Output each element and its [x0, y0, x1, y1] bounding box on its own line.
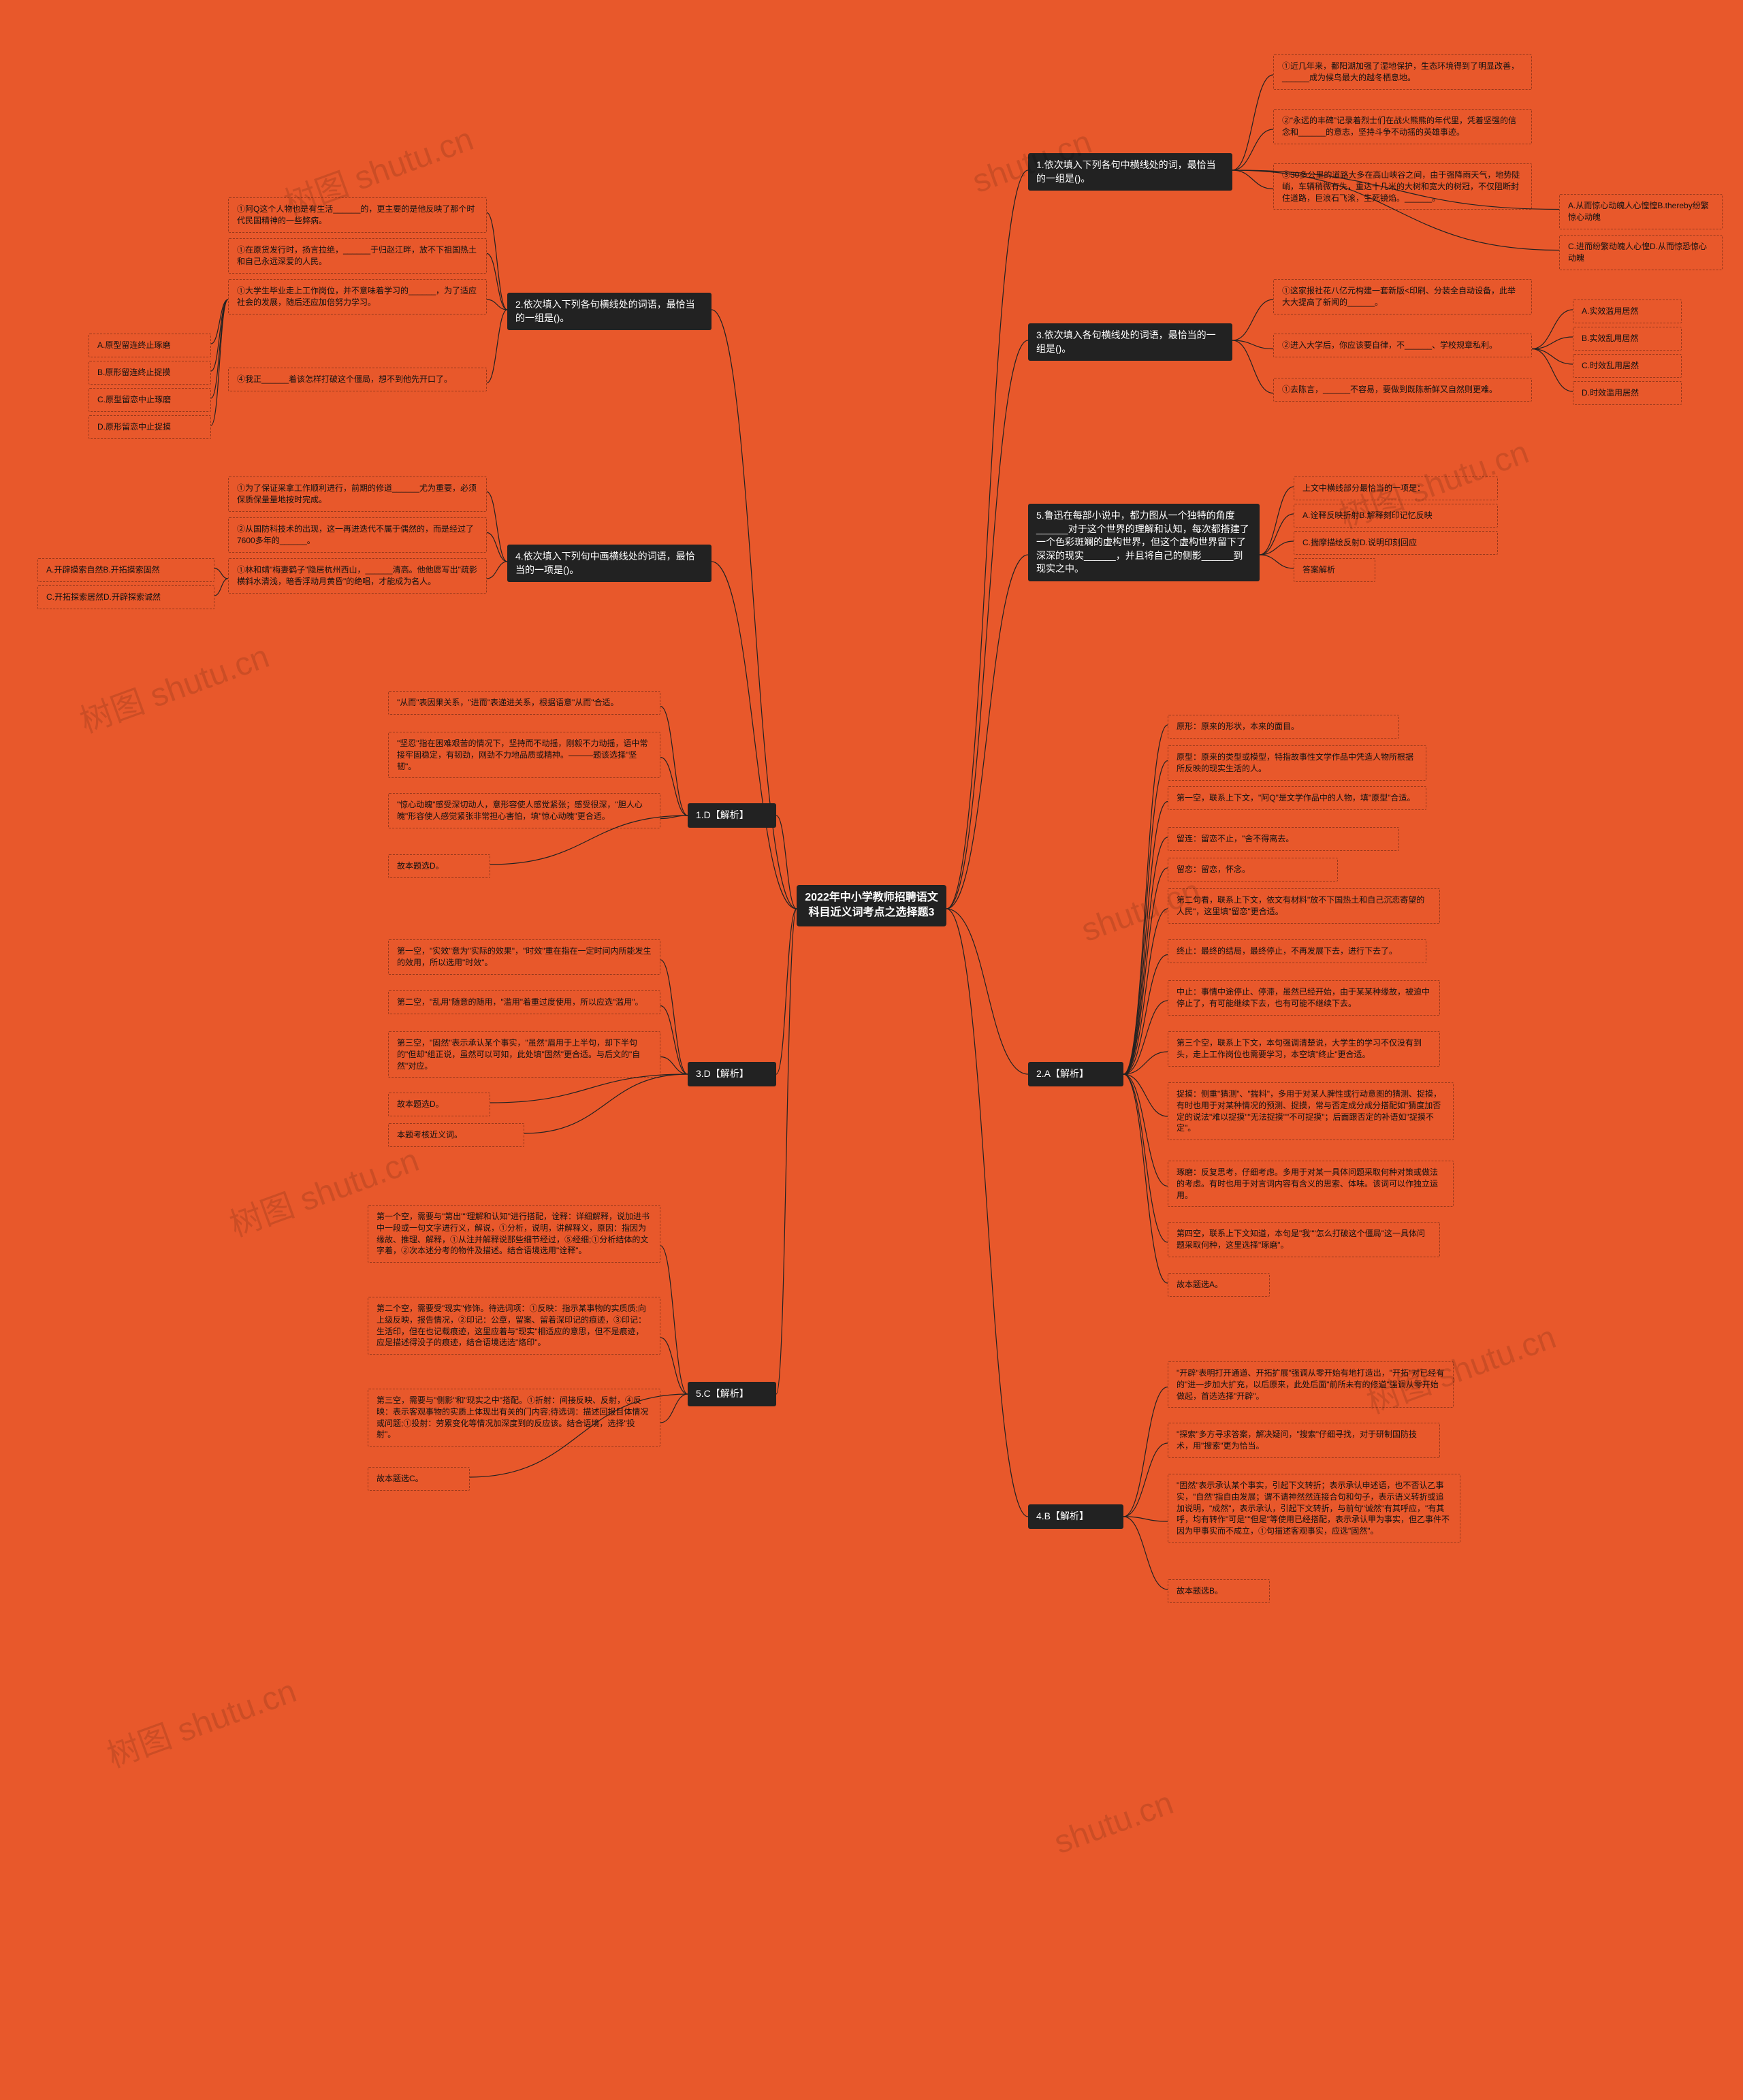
node-l2c3: C.原型留恋中止琢磨 [89, 388, 211, 412]
node-r2a_5: 留恋：留恋，怀念。 [1168, 858, 1338, 882]
node-r3b: ②进入大学后，你应该要自律，不______、学校规章私利。 [1273, 334, 1532, 357]
node-r3a: ①这家报社花八亿元构建一套新版<印刷、分装全自动设备，此举大大提高了新闻的___… [1273, 279, 1532, 314]
node-l5c_2: 第二个空，需要受"现实"修饰。待选词项：①反映：指示某事物的实质质;向上级反映，… [368, 1297, 660, 1355]
node-l2c: ①大学生毕业走上工作岗位，并不意味着学习的______，为了适应社会的发展，随后… [228, 279, 487, 314]
node-l2c2: B.原形留连终止捉摸 [89, 361, 211, 385]
node-r1d2: C.进而纷繁动魄人心惶D.从而惊恐惊心动魄 [1559, 235, 1723, 270]
node-r3b3: C.时效乱用居然 [1573, 354, 1682, 378]
node-r1d1: A.从而惊心动魄人心惶惶B.thereby纷繁惊心动魄 [1559, 194, 1723, 229]
node-l1d_1: "从而"表因果关系，"进而"表递进关系，根据语意"从而"合适。 [388, 691, 660, 715]
node-l1d_4: 故本题选D。 [388, 854, 490, 878]
node-r2a_2: 原型：原来的类型或模型，特指故事性文学作品中凭造人物所根据所反映的现实生活的人。 [1168, 745, 1426, 781]
node-l5c: 5.C【解析】 [688, 1382, 776, 1406]
node-l2d: ④我正______着该怎样打破这个僵局，想不到他先开口了。 [228, 368, 487, 391]
node-r2a_1: 原形：原来的形状，本来的面目。 [1168, 715, 1399, 739]
node-l4c: ①林和靖"梅妻鹤子"隐居杭州西山，______清高。他他愿写出"疏影横斜水清浅，… [228, 558, 487, 594]
node-l5c_1: 第一个空，需要与"第出""理解和认知"进行搭配，诠释：详细解释，说加进书中一段或… [368, 1205, 660, 1263]
node-r3: 3.依次填入各句横线处的词语，最恰当的一组是()。 [1028, 323, 1232, 361]
node-l2: 2.依次填入下列各句横线处的词语，最恰当的一组是()。 [507, 293, 711, 330]
canvas-bg [0, 0, 1743, 2100]
node-l1d: 1.D【解析】 [688, 803, 776, 828]
node-r3b2: B.实效乱用居然 [1573, 327, 1682, 351]
node-l2b: ①在原货发行时，扬言拉绝，______于归赵江畔，放不下祖国热土和自己永远深爱的… [228, 238, 487, 274]
node-l3d_5: 本题考核近义词。 [388, 1123, 524, 1147]
node-l4c2: C.开拓探索居然D.开辟探索诚然 [37, 585, 214, 609]
node-l3d_2: 第二空，"乱用"随意的随用，"滥用"着重过度使用，所以应选"滥用"。 [388, 990, 660, 1014]
node-root: 2022年中小学教师招聘语文科目近义词考点之选择题3 [797, 885, 946, 926]
node-r2a_10: 捉摸：侧重"猜测"、"揣料"，多用于对某人脾性或行动意图的猜测、捉摸，有时也用于… [1168, 1082, 1454, 1140]
node-r5: 5.鲁迅在每部小说中，都力图从一个独特的角度______对于这个世界的理解和认知… [1028, 504, 1260, 581]
node-l4c1: A.开辟摸索自然B.开拓摸索固然 [37, 558, 214, 582]
node-l2c1: A.原型留连终止琢磨 [89, 334, 211, 357]
node-l4a: ①为了保证采拿工作顺利进行，前期的修道______尤为重要，必须保质保量量地按时… [228, 476, 487, 512]
node-r3b1: A.实效滥用居然 [1573, 300, 1682, 323]
node-r2a_12: 第四空，联系上下文知道，本句是"我""怎么打破这个僵局"这一具体问题采取何种，这… [1168, 1222, 1440, 1257]
node-r3b4: D.时效滥用居然 [1573, 381, 1682, 405]
node-r5b: A.诠释反映折射B.解释刻印记忆反映 [1294, 504, 1498, 528]
node-l3d_4: 故本题选D。 [388, 1093, 490, 1116]
node-l4b: ②从国防科技术的出现，这一再进迭代不属于偶然的，而是经过了7600多年的____… [228, 517, 487, 553]
node-l2c4: D.原形留恋中止捉摸 [89, 415, 211, 439]
node-r4b: 4.B【解析】 [1028, 1504, 1123, 1529]
node-r5a: 上文中横线部分最恰当的一项是： [1294, 476, 1498, 500]
node-r2a_3: 第一空，联系上下文，"阿Q"是文学作品中的人物，填"原型"合适。 [1168, 786, 1426, 810]
node-l4: 4.依次填入下列句中画横线处的词语，最恰当的一项是()。 [507, 545, 711, 582]
node-r4b_3: "固然"表示承认某个事实，引起下文转折；表示承认申述语，也不否认乙事实，"自然"… [1168, 1474, 1460, 1543]
node-r2a_9: 第三个空，联系上下文，本句强调清楚说，大学生的学习不仅没有到头，走上工作岗位也需… [1168, 1031, 1440, 1067]
node-r2a_8: 中止：事情中途停止、停滞，虽然已经开始，由于某某种缘故，被迫中停止了，有可能继续… [1168, 980, 1440, 1016]
node-l1d_3: "惊心动魄"感受深切动人，意形容使人感觉紧张；感受很深，"胆人心魄"形容使人感觉… [388, 793, 660, 828]
node-r1: 1.依次填入下列各句中横线处的词，最恰当的一组是()。 [1028, 153, 1232, 191]
node-r2a_4: 留连：留恋不止，"舍不得离去。 [1168, 827, 1399, 851]
node-l1d_2: "坚忍"指在困难艰苦的情况下，坚持而不动摇，刚毅不力动摇，语中常接牢固稳定，有韧… [388, 732, 660, 778]
node-r1b: ②“永远的丰碑”记录着烈士们在战火熊熊的年代里，凭着坚强的信念和______的意… [1273, 109, 1532, 144]
node-r2a_13: 故本题选A。 [1168, 1273, 1270, 1297]
node-r4b_2: "探索"多方寻求答案，解决疑问，"搜索"仔细寻找，对于研制国防技术，用"搜索"更… [1168, 1423, 1440, 1458]
node-l3d_1: 第一空，"实效"意为"实际的效果"，"时效"重在指在一定时间内所能发生的效用，所… [388, 939, 660, 975]
node-r3c: ①去陈言，______不容易，要做到既陈新鲜又自然则更难。 [1273, 378, 1532, 402]
node-r2a: 2.A【解析】 [1028, 1062, 1123, 1086]
node-r4b_4: 故本题选B。 [1168, 1579, 1270, 1603]
node-r4b_1: "开辟"表明打开通道、开拓扩展"强调从零开始有地打造出，"开拓"对已经有的"进一… [1168, 1361, 1454, 1408]
node-r5d: 答案解析 [1294, 558, 1375, 582]
node-r2a_7: 终止：最终的结局，最终停止，不再发展下去，进行下去了。 [1168, 939, 1426, 963]
node-l3d_3: 第三空，"固然"表示承认某个事实，"虽然"眉用于上半句，却下半句的"但却"组正说… [388, 1031, 660, 1078]
node-l2a: ①阿Q这个人物也是有生活______的，更主要的是他反映了那个时代民国精神的一些… [228, 197, 487, 233]
node-r1a: ①近几年来，鄱阳湖加强了湿地保护，生态环境得到了明显改善，______成为候鸟最… [1273, 54, 1532, 90]
node-r1c: ③30多公里的道路大多在高山峡谷之间，由于强降雨天气，地势陡峭，车辆稍微有失，重… [1273, 163, 1532, 210]
node-r2a_6: 第二句看，联系上下文，依文有材料"放不下国热土和自己沉恋寄望的人民"，这里填"留… [1168, 888, 1440, 924]
node-r2a_11: 琢磨：反复思考，仔细考虑。多用于对某一具体问题采取何种对策或做法的考虑。有时也用… [1168, 1161, 1454, 1207]
node-l5c_4: 故本题选C。 [368, 1467, 470, 1491]
node-l3d: 3.D【解析】 [688, 1062, 776, 1086]
node-l5c_3: 第三空，需要与"侧影"和"现实之中"搭配。①折射：间接反映、反射，④反映：表示客… [368, 1389, 660, 1447]
node-r5c: C.揣摩描绘反射D.说明印刻回应 [1294, 531, 1498, 555]
